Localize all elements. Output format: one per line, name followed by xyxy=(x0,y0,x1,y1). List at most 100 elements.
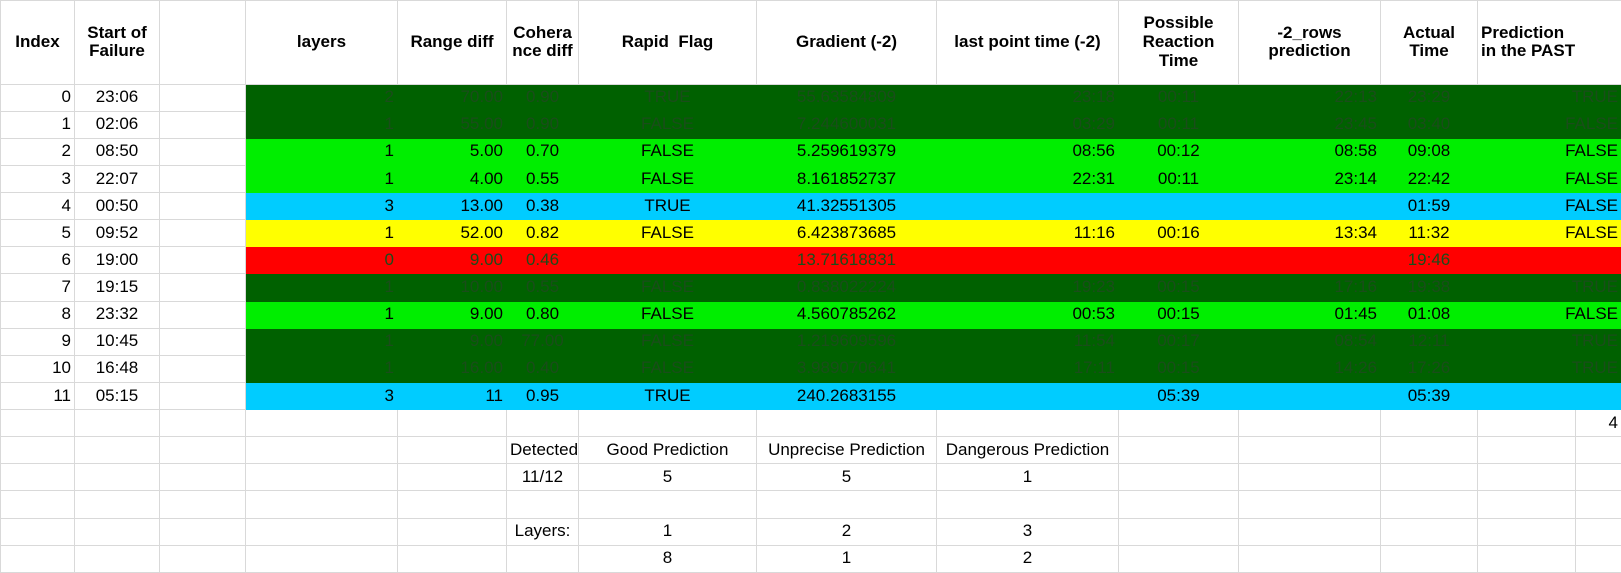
cell-reaction-time[interactable]: 00:11 xyxy=(1118,83,1239,112)
cell-prediction-past[interactable]: TRUE xyxy=(1476,327,1621,356)
cell-start-of-failure[interactable]: 22:07 xyxy=(74,164,160,194)
cell-rows-prediction[interactable]: 08:54 xyxy=(1238,327,1381,356)
cell-blank[interactable] xyxy=(506,408,579,438)
cell-blank[interactable] xyxy=(578,408,757,438)
cell-blank[interactable] xyxy=(159,436,246,465)
cell-reaction-time[interactable]: 05:39 xyxy=(1118,381,1239,411)
cell-range-diff[interactable]: 5.00 xyxy=(397,137,507,166)
cell-actual-time[interactable]: 22:42 xyxy=(1380,164,1478,194)
cell-reaction-time[interactable]: 00:12 xyxy=(1118,137,1239,166)
cell-blank[interactable] xyxy=(245,544,398,573)
cell-range-diff[interactable]: 16.00 xyxy=(397,354,507,383)
header-last-point-time[interactable]: last point time (-2) xyxy=(936,0,1119,85)
cell-gradient[interactable]: 8.161852737 xyxy=(756,164,937,194)
cell-blank[interactable] xyxy=(0,408,75,438)
cell-blank[interactable] xyxy=(1118,436,1239,465)
header-empty[interactable] xyxy=(159,0,246,85)
cell-blank[interactable] xyxy=(245,408,398,438)
cell-coherance-diff[interactable]: 0.80 xyxy=(506,300,579,329)
cell-range-diff[interactable]: 9.00 xyxy=(397,327,507,356)
cell-blank[interactable] xyxy=(74,436,160,465)
cell-prediction-past[interactable] xyxy=(1476,381,1621,411)
cell-blank[interactable] xyxy=(397,463,507,492)
cell-layers[interactable]: 1 xyxy=(245,110,398,139)
cell-reaction-time[interactable] xyxy=(1118,246,1239,275)
cell-blank[interactable] xyxy=(1574,517,1621,546)
cell-gradient[interactable]: 41.32551305 xyxy=(756,191,937,221)
cell-blank[interactable] xyxy=(159,408,246,438)
cell-layers[interactable]: 2 xyxy=(245,83,398,112)
cell-last-point-time[interactable]: 03:29 xyxy=(936,110,1119,139)
cell-blank[interactable] xyxy=(0,436,75,465)
header-coherance-diff[interactable]: Cohera nce diff xyxy=(506,0,579,85)
cell-coherance-diff[interactable]: 0.40 xyxy=(506,354,579,383)
cell-blank[interactable] xyxy=(1574,436,1621,465)
cell-empty[interactable] xyxy=(159,327,246,356)
count-cell[interactable]: 4 xyxy=(1574,408,1621,438)
cell-blank[interactable] xyxy=(1238,544,1381,573)
cell-blank[interactable] xyxy=(1574,463,1621,492)
good-prediction-label[interactable]: Good Prediction xyxy=(578,436,757,465)
header-start-of-failure[interactable]: Start of Failure xyxy=(74,0,160,85)
cell-index[interactable]: 1 xyxy=(0,110,75,139)
cell-gradient[interactable]: 0.838022224 xyxy=(756,273,937,302)
cell-prediction-past[interactable]: FALSE xyxy=(1476,219,1621,248)
cell-blank[interactable] xyxy=(0,544,75,573)
cell-blank[interactable] xyxy=(1477,408,1576,438)
cell-last-point-time[interactable]: 19:23 xyxy=(936,273,1119,302)
cell-actual-time[interactable]: 01:08 xyxy=(1380,300,1478,329)
cell-blank[interactable] xyxy=(0,517,75,546)
layers-head-2[interactable]: 2 xyxy=(756,517,937,546)
header-gradient[interactable]: Gradient (-2) xyxy=(756,0,937,85)
cell-blank[interactable] xyxy=(245,490,398,519)
cell-start-of-failure[interactable]: 02:06 xyxy=(74,110,160,139)
cell-blank[interactable] xyxy=(74,490,160,519)
cell-rapid-flag[interactable]: FALSE xyxy=(578,110,757,139)
layers-count-3[interactable]: 2 xyxy=(936,544,1119,573)
cell-blank[interactable] xyxy=(1238,436,1381,465)
cell-index[interactable]: 7 xyxy=(0,273,75,302)
cell-coherance-diff[interactable]: 77.00 xyxy=(506,327,579,356)
cell-blank[interactable] xyxy=(1238,463,1381,492)
cell-actual-time[interactable]: 19:46 xyxy=(1380,246,1478,275)
cell-blank[interactable] xyxy=(1118,490,1239,519)
cell-empty[interactable] xyxy=(159,273,246,302)
cell-start-of-failure[interactable]: 16:48 xyxy=(74,354,160,383)
cell-start-of-failure[interactable]: 23:06 xyxy=(74,83,160,112)
cell-blank[interactable] xyxy=(0,490,75,519)
cell-blank[interactable] xyxy=(1477,544,1576,573)
cell-start-of-failure[interactable]: 10:45 xyxy=(74,327,160,356)
cell-actual-time[interactable]: 11:32 xyxy=(1380,219,1478,248)
cell-empty[interactable] xyxy=(159,83,246,112)
cell-blank[interactable] xyxy=(1380,544,1478,573)
cell-reaction-time[interactable]: 00:15 xyxy=(1118,300,1239,329)
cell-last-point-time[interactable] xyxy=(936,381,1119,411)
cell-range-diff[interactable]: 10.00 xyxy=(397,273,507,302)
header-layers[interactable]: layers xyxy=(245,0,398,85)
cell-index[interactable]: 3 xyxy=(0,164,75,194)
cell-actual-time[interactable]: 17:26 xyxy=(1380,354,1478,383)
header-actual-time[interactable]: Actual Time xyxy=(1380,0,1478,85)
cell-actual-time[interactable]: 05:39 xyxy=(1380,381,1478,411)
cell-rapid-flag[interactable]: FALSE xyxy=(578,273,757,302)
cell-range-diff[interactable]: 4.00 xyxy=(397,164,507,194)
cell-coherance-diff[interactable]: 0.55 xyxy=(506,164,579,194)
detected-value[interactable]: 11/12 xyxy=(506,463,579,492)
cell-blank[interactable] xyxy=(159,544,246,573)
cell-actual-time[interactable]: 12:11 xyxy=(1380,327,1478,356)
layers-count-2[interactable]: 1 xyxy=(756,544,937,573)
cell-prediction-past[interactable]: FALSE xyxy=(1476,110,1621,139)
cell-blank[interactable] xyxy=(74,463,160,492)
cell-blank[interactable] xyxy=(74,408,160,438)
cell-actual-time[interactable]: 23:29 xyxy=(1380,83,1478,112)
cell-blank[interactable] xyxy=(245,517,398,546)
cell-range-diff[interactable]: 13.00 xyxy=(397,191,507,221)
cell-rows-prediction[interactable] xyxy=(1238,246,1381,275)
cell-last-point-time[interactable]: 23:18 xyxy=(936,83,1119,112)
cell-prediction-past[interactable]: TRUE xyxy=(1476,83,1621,112)
cell-index[interactable]: 11 xyxy=(0,381,75,411)
cell-coherance-diff[interactable]: 0.95 xyxy=(506,381,579,411)
cell-reaction-time[interactable]: 00:11 xyxy=(1118,164,1239,194)
cell-actual-time[interactable]: 19:38 xyxy=(1380,273,1478,302)
header-range-diff[interactable]: Range diff xyxy=(397,0,507,85)
